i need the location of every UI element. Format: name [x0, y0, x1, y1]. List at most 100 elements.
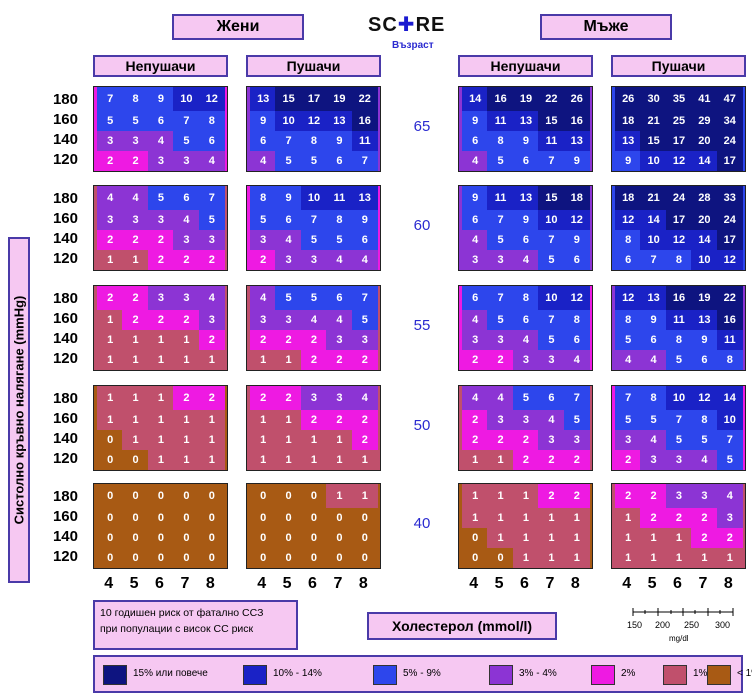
risk-cell: 1 [640, 528, 667, 548]
risk-cell: 6 [512, 151, 540, 171]
risk-cell: 4 [615, 350, 642, 370]
risk-cell: 14 [716, 386, 743, 410]
risk-cell: 2 [538, 450, 565, 470]
subheader-men-nonsmokers: Непушачи [458, 55, 593, 77]
risk-cell: 0 [250, 508, 277, 528]
risk-cell: 2 [563, 450, 590, 470]
risk-cell: 1 [300, 430, 328, 450]
risk-cell: 2 [173, 250, 200, 270]
risk-cell: 0 [326, 508, 353, 528]
risk-cell: 9 [147, 87, 175, 111]
risk-cell: 2 [640, 484, 667, 508]
risk-cell: 7 [487, 210, 514, 230]
risk-cell: 1 [665, 528, 693, 548]
risk-cell: 17 [716, 151, 743, 171]
risk-cell: 6 [512, 310, 540, 330]
risk-cell: 0 [173, 508, 200, 528]
risk-cell: 3 [275, 310, 302, 330]
risk-cell: 13 [512, 186, 540, 210]
bp-label-140: 140 [52, 430, 78, 447]
risk-cell: 6 [538, 386, 565, 410]
risk-cell: 1 [462, 450, 489, 470]
risk-cell: 1 [538, 508, 565, 528]
risk-cell: 3 [512, 410, 540, 430]
risk-cell: 15 [640, 131, 667, 151]
risk-cell: 10 [275, 111, 302, 131]
risk-cell: 8 [691, 410, 718, 430]
risk-cell: 10 [665, 386, 693, 410]
bp-label-140: 140 [52, 330, 78, 347]
risk-cell: 9 [563, 151, 590, 171]
risk-cell: 12 [691, 386, 718, 410]
bp-label-180: 180 [52, 290, 78, 307]
risk-cell: 4 [563, 350, 590, 370]
risk-cell: 0 [250, 484, 277, 508]
risk-cell: 5 [275, 151, 302, 171]
risk-cell: 5 [326, 230, 353, 250]
risk-cell: 12 [615, 286, 642, 310]
risk-cell: 5 [563, 410, 590, 430]
risk-cell: 3 [716, 508, 743, 528]
risk-cell: 12 [563, 286, 590, 310]
risk-cell: 13 [351, 186, 378, 210]
risk-cell: 4 [640, 430, 667, 450]
risk-cell: 9 [615, 151, 642, 171]
risk-cell: 9 [351, 210, 378, 230]
risk-cell: 1 [487, 508, 514, 528]
risk-cell: 13 [691, 310, 718, 330]
risk-cell: 1 [691, 548, 718, 568]
risk-cell: 7 [351, 151, 378, 171]
legend-swatch [103, 665, 127, 685]
risk-cell: 1 [326, 484, 353, 508]
risk-cell: 10 [716, 410, 743, 430]
risk-cell: 1 [122, 250, 149, 270]
risk-cell: 8 [615, 230, 642, 250]
cholesterol-tick-8: 8 [358, 575, 368, 592]
risk-cell: 0 [97, 484, 124, 508]
risk-cell: 6 [198, 131, 225, 151]
risk-cell: 3 [665, 484, 693, 508]
legend: 15% или повече 10% - 14% 5% - 9% 3% - 4% 2% 1… [93, 655, 752, 693]
risk-cell: 2 [665, 508, 693, 528]
risk-cell: 2 [97, 286, 124, 310]
risk-cell: 4 [462, 230, 489, 250]
cholesterol-tick-8: 8 [570, 575, 580, 592]
risk-cell: 6 [462, 210, 489, 230]
risk-cell: 1 [147, 330, 175, 350]
risk-cell: 1 [275, 430, 302, 450]
risk-cell: 1 [173, 330, 200, 350]
risk-cell: 1 [250, 450, 277, 470]
risk-cell: 2 [351, 410, 378, 430]
risk-cell: 6 [512, 230, 540, 250]
risk-cell: 7 [563, 386, 590, 410]
risk-cell: 0 [275, 484, 302, 508]
risk-cell: 17 [665, 210, 693, 230]
risk-cell: 7 [538, 310, 565, 330]
risk-cell: 5 [300, 286, 328, 310]
risk-cell: 26 [563, 87, 590, 111]
risk-cell: 0 [300, 484, 328, 508]
mgdl-unit: mg/dl [669, 634, 689, 643]
risk-cell: 18 [615, 111, 642, 131]
risk-cell: 6 [275, 210, 302, 230]
risk-cell: 4 [173, 210, 200, 230]
risk-cell: 9 [640, 310, 667, 330]
risk-cell: 13 [640, 286, 667, 310]
risk-cell: 1 [198, 430, 225, 450]
risk-cell: 2 [173, 310, 200, 330]
risk-cell: 5 [538, 330, 565, 350]
risk-cell: 0 [147, 528, 175, 548]
age-value-50: 50 [413, 417, 431, 434]
subheader-men-smokers: Пушачи [611, 55, 746, 77]
risk-cell: 13 [563, 131, 590, 151]
risk-cell: 6 [691, 350, 718, 370]
risk-cell: 2 [250, 330, 277, 350]
risk-cell: 5 [487, 310, 514, 330]
risk-cell: 5 [512, 386, 540, 410]
risk-cell: 12 [716, 250, 743, 270]
risk-cell: 25 [665, 111, 693, 131]
